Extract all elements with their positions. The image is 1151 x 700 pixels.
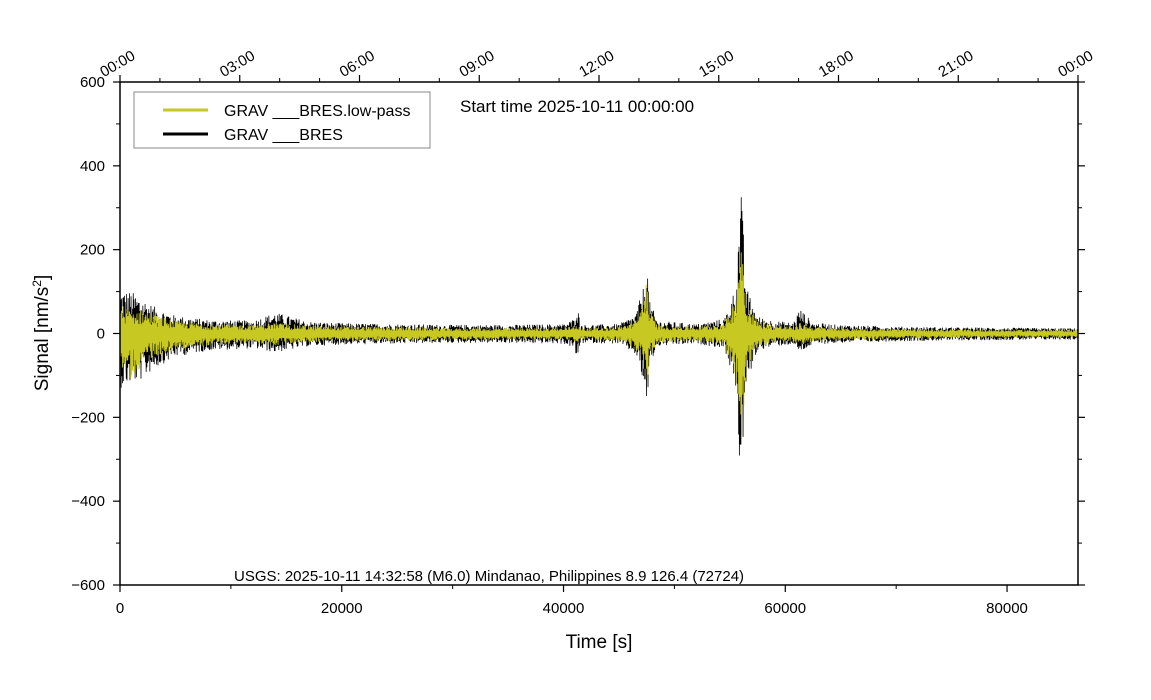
y-tick-label: 0	[97, 326, 105, 343]
y-axis-title-close: ]	[32, 275, 53, 280]
y-tick-label: 600	[80, 74, 105, 91]
y-axis-title-sup: 2	[30, 280, 44, 287]
legend: GRAV ___BRES.low-pass GRAV ___BRES	[133, 91, 431, 149]
y-axis-title: Signal [nm/s2]	[30, 275, 53, 392]
series-line-low-pass	[119, 252, 1079, 442]
x-tick-label: 20000	[321, 600, 363, 617]
start-time-label: Start time 2025-10-11 00:00:00	[460, 97, 694, 116]
x-axis-title: Time [s]	[566, 632, 633, 653]
x-tick-label: 60000	[764, 600, 806, 617]
legend-box	[133, 91, 431, 149]
y-tick-label: 200	[80, 242, 105, 259]
y-axis-title-main: Signal [nm/s	[32, 287, 53, 392]
legend-label-raw: GRAV ___BRES	[224, 127, 343, 144]
series-layer	[119, 197, 1079, 456]
y-tick-label: −600	[71, 577, 105, 594]
y-tick-label: −400	[71, 493, 105, 510]
legend-label-low-pass: GRAV ___BRES.low-pass	[224, 103, 410, 120]
x-tick-label: 0	[116, 600, 124, 617]
x-tick-label: 40000	[543, 600, 585, 617]
y-tick-label: 400	[80, 158, 105, 175]
y-tick-label: −200	[71, 409, 105, 426]
event-annotation: USGS: 2025-10-11 14:32:58 (M6.0) Mindana…	[234, 568, 744, 585]
x-tick-label: 80000	[986, 600, 1028, 617]
